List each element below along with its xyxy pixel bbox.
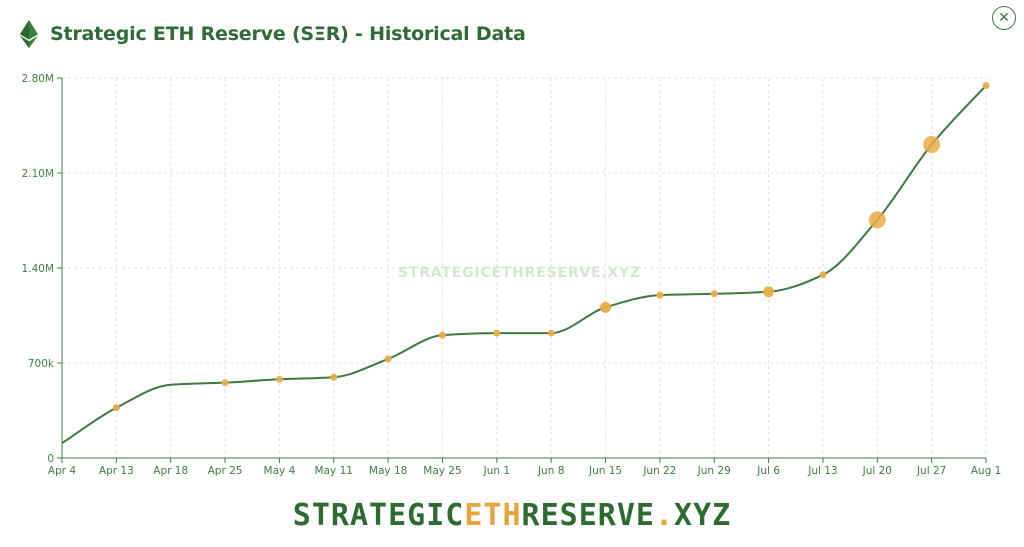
footer-logo-eth: ETH [464,498,522,533]
y-tick-label: 1.40M [22,263,54,275]
data-point[interactable] [763,286,775,298]
x-tick-label: May 11 [315,465,353,477]
x-tick-label: May 25 [423,465,461,477]
data-point[interactable] [819,271,827,279]
data-point[interactable] [493,329,501,337]
x-tick-label: Jul 20 [862,465,892,477]
x-tick-label: Jul 13 [807,465,837,477]
data-point[interactable] [384,355,392,363]
chart-title: Strategic ETH Reserve (SΞR) - Historical… [50,23,526,45]
footer-logo[interactable]: STRATEGICETHRESERVE.XYZ [0,498,1024,534]
y-tick-label: 2.10M [22,168,54,180]
data-point[interactable] [330,373,338,381]
x-tick-label: Jun 29 [697,465,731,477]
chart-header: Strategic ETH Reserve (SΞR) - Historical… [20,18,526,50]
data-point[interactable] [600,301,612,313]
footer-logo-strategic: STRATEGIC [292,498,465,533]
close-button[interactable]: ✕ [992,6,1016,30]
data-point[interactable] [868,211,886,229]
watermark-text: STRATEGICETHRESERVE.XYZ [398,265,642,281]
series-line [61,84,987,444]
x-tick-label: Jun 1 [483,465,510,477]
data-points [112,81,990,412]
data-point[interactable] [710,290,718,298]
footer-logo-xyz-dot: . [654,498,675,533]
x-tick-label: Apr 13 [99,465,134,477]
x-tick-label: Apr 18 [153,465,188,477]
data-point[interactable] [923,136,941,153]
data-point[interactable] [656,291,664,299]
x-tick-label: Jun 22 [642,465,676,477]
data-point[interactable] [982,81,990,89]
x-tick-label: Aug 1 [971,465,1002,477]
data-point[interactable] [221,379,229,387]
x-tick-label: Jun 8 [537,465,564,477]
y-axis-ticks: 0 700k 1.40M 2.10M 2.80M [22,73,62,465]
data-point[interactable] [275,375,283,383]
x-tick-label: May 18 [369,465,407,477]
x-tick-label: Jun 15 [588,465,622,477]
footer-logo-reserve: RESERVE [521,498,655,533]
close-icon: ✕ [998,10,1010,26]
data-point[interactable] [112,404,120,412]
y-tick-label: 0 [47,453,54,465]
data-point[interactable] [547,329,555,337]
x-tick-label: Jul 6 [756,465,780,477]
x-axis-ticks: Apr 4 Apr 13 Apr 18 Apr 25 May 4 May 11 May 18… [48,458,1001,477]
x-tick-label: Jul 27 [916,465,946,477]
ethereum-icon [20,20,38,48]
footer-logo-xyz: XYZ [674,498,732,533]
x-tick-label: May 4 [264,465,296,477]
x-tick-label: Apr 4 [48,465,77,477]
x-tick-label: Apr 25 [208,465,243,477]
y-tick-label: 2.80M [22,73,54,85]
data-point[interactable] [438,331,446,339]
y-tick-label: 700k [28,358,55,370]
